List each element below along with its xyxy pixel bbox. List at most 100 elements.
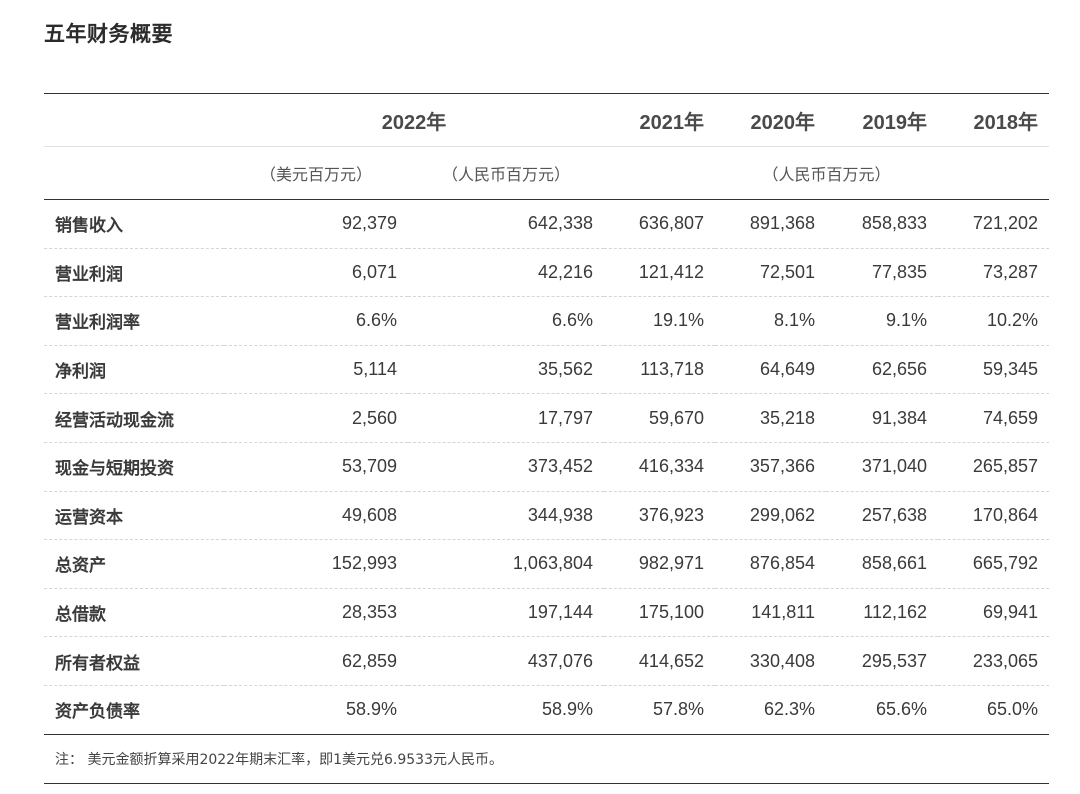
table-row: 经营活动现金流 2,560 17,797 59,670 35,218 91,384 74,6… <box>44 393 1049 443</box>
cell-usd-2022: 62,859 <box>224 636 408 686</box>
cell-usd-2022: 6,071 <box>224 248 408 298</box>
unit-header-row: （美元百万元） （人民币百万元） （人民币百万元） <box>44 146 1049 200</box>
cell-usd-2022: 58.9% <box>224 685 408 735</box>
row-label: 经营活动现金流 <box>44 393 224 443</box>
cell-rmb-2019: 858,661 <box>826 539 938 589</box>
year-2021-header: 2021年 <box>604 93 715 147</box>
table-row: 现金与短期投资 53,709 373,452 416,334 357,366 371,04… <box>44 442 1049 492</box>
cell-usd-2022: 152,993 <box>224 539 408 589</box>
cell-rmb-2019: 9.1% <box>826 296 938 346</box>
row-label: 销售收入 <box>44 199 224 249</box>
table-row: 所有者权益 62,859 437,076 414,652 330,408 295,537 2… <box>44 636 1049 686</box>
cell-rmb-2019: 858,833 <box>826 199 938 249</box>
row-label: 净利润 <box>44 345 224 395</box>
cell-rmb-2022: 344,938 <box>408 491 604 541</box>
row-label: 现金与短期投资 <box>44 442 224 492</box>
cell-rmb-2018: 233,065 <box>938 636 1049 686</box>
financial-summary-table: 2022年 2021年 2020年 2019年 2018年 （美元百万元） （人… <box>44 93 1049 784</box>
table-body: 销售收入 92,379 642,338 636,807 891,368 858,833 72… <box>44 199 1049 735</box>
year-2020-header: 2020年 <box>715 93 826 147</box>
cell-usd-2022: 28,353 <box>224 588 408 638</box>
cell-rmb-2021: 57.8% <box>604 685 715 735</box>
cell-rmb-2020: 876,854 <box>715 539 826 589</box>
cell-rmb-2022: 58.9% <box>408 685 604 735</box>
cell-rmb-2018: 170,864 <box>938 491 1049 541</box>
page-title: 五年财务概要 <box>44 22 173 46</box>
table-row: 销售收入 92,379 642,338 636,807 891,368 858,833 72… <box>44 199 1049 249</box>
cell-usd-2022: 6.6% <box>224 296 408 346</box>
cell-usd-2022: 49,608 <box>224 491 408 541</box>
cell-rmb-2019: 112,162 <box>826 588 938 638</box>
cell-rmb-2019: 77,835 <box>826 248 938 298</box>
cell-rmb-2018: 73,287 <box>938 248 1049 298</box>
cell-rmb-2020: 62.3% <box>715 685 826 735</box>
cell-rmb-2019: 65.6% <box>826 685 938 735</box>
cell-rmb-2019: 91,384 <box>826 393 938 443</box>
footnote: 注： 美元金额折算采用2022年期末汇率，即1美元兑6.9533元人民币。 <box>44 734 1049 784</box>
cell-rmb-2021: 416,334 <box>604 442 715 492</box>
cell-rmb-2020: 357,366 <box>715 442 826 492</box>
cell-rmb-2020: 891,368 <box>715 199 826 249</box>
row-label: 营业利润率 <box>44 296 224 346</box>
cell-rmb-2022: 642,338 <box>408 199 604 249</box>
cell-rmb-2022: 6.6% <box>408 296 604 346</box>
table-row: 营业利润 6,071 42,216 121,412 72,501 77,835 73,287 <box>44 248 1049 298</box>
table-row: 运营资本 49,608 344,938 376,923 299,062 257,638 17… <box>44 491 1049 541</box>
table-row: 营业利润率 6.6% 6.6% 19.1% 8.1% 9.1% 10.2% <box>44 296 1049 346</box>
unit-blank <box>44 146 224 200</box>
table-row: 总借款 28,353 197,144 175,100 141,811 112,162 69,… <box>44 588 1049 638</box>
cell-rmb-2019: 62,656 <box>826 345 938 395</box>
table-row: 资产负债率 58.9% 58.9% 57.8% 62.3% 65.6% 65.0% <box>44 685 1049 735</box>
cell-rmb-2020: 8.1% <box>715 296 826 346</box>
cell-rmb-2018: 59,345 <box>938 345 1049 395</box>
cell-rmb-2021: 19.1% <box>604 296 715 346</box>
cell-rmb-2021: 376,923 <box>604 491 715 541</box>
cell-rmb-2020: 299,062 <box>715 491 826 541</box>
cell-rmb-2021: 414,652 <box>604 636 715 686</box>
cell-rmb-2018: 665,792 <box>938 539 1049 589</box>
cell-rmb-2018: 74,659 <box>938 393 1049 443</box>
header-blank <box>44 93 224 147</box>
cell-rmb-2018: 69,941 <box>938 588 1049 638</box>
table-row: 净利润 5,114 35,562 113,718 64,649 62,656 59,345 <box>44 345 1049 395</box>
row-label: 运营资本 <box>44 491 224 541</box>
year-header-row: 2022年 2021年 2020年 2019年 2018年 <box>44 93 1049 147</box>
cell-usd-2022: 2,560 <box>224 393 408 443</box>
row-label: 总资产 <box>44 539 224 589</box>
cell-rmb-2020: 35,218 <box>715 393 826 443</box>
cell-rmb-2022: 1,063,804 <box>408 539 604 589</box>
cell-rmb-2022: 35,562 <box>408 345 604 395</box>
cell-rmb-2018: 265,857 <box>938 442 1049 492</box>
note-row: 注： 美元金额折算采用2022年期末汇率，即1美元兑6.9533元人民币。 <box>44 734 1049 784</box>
table-row: 总资产 152,993 1,063,804 982,971 876,854 858,661… <box>44 539 1049 589</box>
cell-rmb-2020: 72,501 <box>715 248 826 298</box>
cell-rmb-2019: 257,638 <box>826 491 938 541</box>
cell-rmb-2022: 197,144 <box>408 588 604 638</box>
cell-rmb-2019: 371,040 <box>826 442 938 492</box>
cell-rmb-2018: 10.2% <box>938 296 1049 346</box>
row-label: 总借款 <box>44 588 224 638</box>
row-label: 营业利润 <box>44 248 224 298</box>
cell-usd-2022: 53,709 <box>224 442 408 492</box>
year-2019-header: 2019年 <box>826 93 938 147</box>
cell-rmb-2022: 373,452 <box>408 442 604 492</box>
unit-rmb-2022: （人民币百万元） <box>408 146 604 200</box>
cell-rmb-2020: 64,649 <box>715 345 826 395</box>
unit-rmb-historical: （人民币百万元） <box>604 146 1049 200</box>
cell-rmb-2018: 721,202 <box>938 199 1049 249</box>
cell-rmb-2020: 141,811 <box>715 588 826 638</box>
cell-rmb-2021: 175,100 <box>604 588 715 638</box>
cell-rmb-2022: 437,076 <box>408 636 604 686</box>
cell-usd-2022: 92,379 <box>224 199 408 249</box>
cell-rmb-2021: 113,718 <box>604 345 715 395</box>
cell-rmb-2021: 636,807 <box>604 199 715 249</box>
cell-rmb-2022: 17,797 <box>408 393 604 443</box>
cell-rmb-2021: 982,971 <box>604 539 715 589</box>
cell-rmb-2019: 295,537 <box>826 636 938 686</box>
cell-rmb-2020: 330,408 <box>715 636 826 686</box>
cell-rmb-2022: 42,216 <box>408 248 604 298</box>
cell-rmb-2018: 65.0% <box>938 685 1049 735</box>
row-label: 资产负债率 <box>44 685 224 735</box>
cell-usd-2022: 5,114 <box>224 345 408 395</box>
year-2018-header: 2018年 <box>938 93 1049 147</box>
